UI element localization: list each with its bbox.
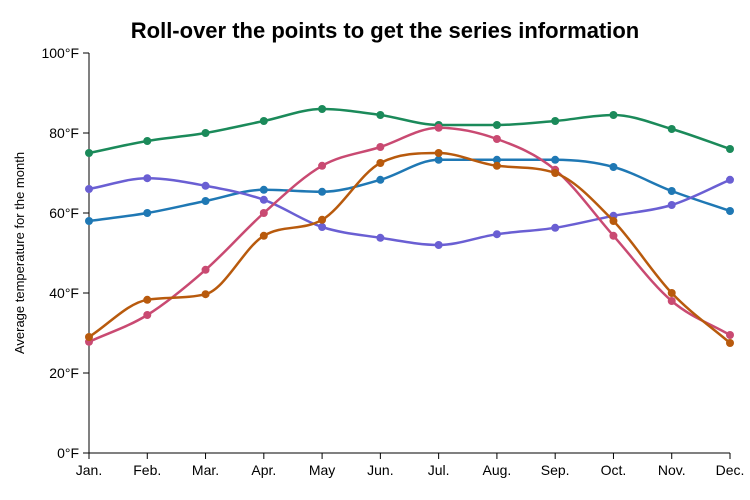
data-point[interactable] bbox=[318, 187, 327, 196]
y-tick-label: 100°F bbox=[41, 45, 79, 61]
data-point[interactable] bbox=[376, 143, 385, 151]
data-point[interactable] bbox=[609, 111, 618, 119]
data-point[interactable] bbox=[85, 185, 93, 193]
x-tick-label: Jun. bbox=[367, 462, 393, 478]
data-point[interactable] bbox=[434, 155, 443, 164]
data-point[interactable] bbox=[667, 201, 676, 209]
data-point[interactable] bbox=[201, 197, 210, 205]
data-point[interactable] bbox=[667, 289, 676, 297]
data-point[interactable] bbox=[726, 331, 734, 339]
series-layer bbox=[85, 105, 734, 347]
data-point[interactable] bbox=[726, 175, 734, 184]
data-point[interactable] bbox=[434, 123, 443, 132]
data-point[interactable] bbox=[492, 161, 501, 170]
axes: 0°F 20°F 40°F 60°F 80°F 100°F Jan. Feb. Mar. Apr.… bbox=[41, 45, 744, 478]
data-point[interactable] bbox=[609, 163, 618, 171]
data-point[interactable] bbox=[492, 121, 501, 129]
x-tick-label: Apr. bbox=[251, 462, 276, 478]
data-point[interactable] bbox=[259, 209, 268, 217]
data-point[interactable] bbox=[201, 290, 210, 299]
x-tick-label: Jan. bbox=[76, 462, 102, 478]
series-2 bbox=[85, 155, 734, 225]
data-point[interactable] bbox=[143, 174, 152, 183]
data-point[interactable] bbox=[551, 169, 560, 177]
data-point[interactable] bbox=[376, 175, 385, 184]
data-point[interactable] bbox=[667, 187, 676, 195]
x-tick-label: Dec. bbox=[716, 462, 745, 478]
data-point[interactable] bbox=[259, 195, 268, 204]
y-tick-label: 40°F bbox=[49, 285, 79, 301]
data-point[interactable] bbox=[85, 333, 93, 341]
data-point[interactable] bbox=[726, 145, 734, 153]
data-point[interactable] bbox=[726, 339, 734, 347]
data-point[interactable] bbox=[667, 297, 676, 305]
data-point[interactable] bbox=[143, 137, 152, 145]
data-point[interactable] bbox=[376, 233, 385, 242]
x-tick-label: Mar. bbox=[192, 462, 219, 478]
series-3 bbox=[85, 174, 734, 249]
series-line bbox=[88, 107, 731, 155]
series-line bbox=[88, 158, 731, 223]
y-tick-label: 60°F bbox=[49, 205, 79, 221]
chart-title: Roll-over the points to get the series i… bbox=[131, 18, 640, 43]
data-point[interactable] bbox=[259, 185, 268, 194]
data-point[interactable] bbox=[492, 135, 501, 143]
data-point[interactable] bbox=[376, 111, 385, 119]
series-line bbox=[88, 176, 731, 247]
data-point[interactable] bbox=[492, 155, 501, 164]
y-axis-label: Average temperature for the month bbox=[12, 152, 27, 354]
data-point[interactable] bbox=[201, 129, 210, 137]
data-point[interactable] bbox=[201, 265, 210, 274]
x-tick-label: Aug. bbox=[483, 462, 512, 478]
y-tick-label: 0°F bbox=[57, 445, 79, 461]
y-tick-label: 80°F bbox=[49, 125, 79, 141]
data-point[interactable] bbox=[609, 231, 618, 240]
y-tick-label: 20°F bbox=[49, 365, 79, 381]
series-1 bbox=[85, 105, 734, 157]
data-point[interactable] bbox=[318, 105, 327, 113]
x-tick-label: May bbox=[309, 462, 335, 478]
data-point[interactable] bbox=[551, 223, 560, 232]
series-4 bbox=[85, 123, 734, 346]
data-point[interactable] bbox=[143, 295, 152, 304]
data-point[interactable] bbox=[201, 181, 210, 190]
data-point[interactable] bbox=[376, 159, 385, 167]
data-point[interactable] bbox=[434, 241, 443, 249]
data-point[interactable] bbox=[318, 223, 327, 231]
series-5 bbox=[85, 149, 734, 347]
data-point[interactable] bbox=[259, 231, 268, 240]
x-tick-label: Jul. bbox=[428, 462, 450, 478]
data-point[interactable] bbox=[609, 217, 618, 225]
x-tick-label: Sep. bbox=[541, 462, 570, 478]
data-point[interactable] bbox=[551, 117, 560, 125]
x-tick-label: Nov. bbox=[658, 462, 686, 478]
data-point[interactable] bbox=[85, 217, 93, 225]
data-point[interactable] bbox=[143, 209, 152, 217]
series-line bbox=[88, 126, 731, 343]
data-point[interactable] bbox=[551, 155, 560, 164]
data-point[interactable] bbox=[667, 125, 676, 133]
data-point[interactable] bbox=[434, 149, 443, 157]
data-point[interactable] bbox=[318, 215, 327, 224]
x-tick-label: Feb. bbox=[133, 462, 161, 478]
data-point[interactable] bbox=[85, 149, 93, 157]
data-point[interactable] bbox=[726, 207, 734, 215]
data-point[interactable] bbox=[143, 311, 152, 319]
data-point[interactable] bbox=[318, 161, 327, 170]
x-tick-label: Oct. bbox=[601, 462, 627, 478]
data-point[interactable] bbox=[259, 117, 268, 125]
data-point[interactable] bbox=[492, 230, 501, 239]
